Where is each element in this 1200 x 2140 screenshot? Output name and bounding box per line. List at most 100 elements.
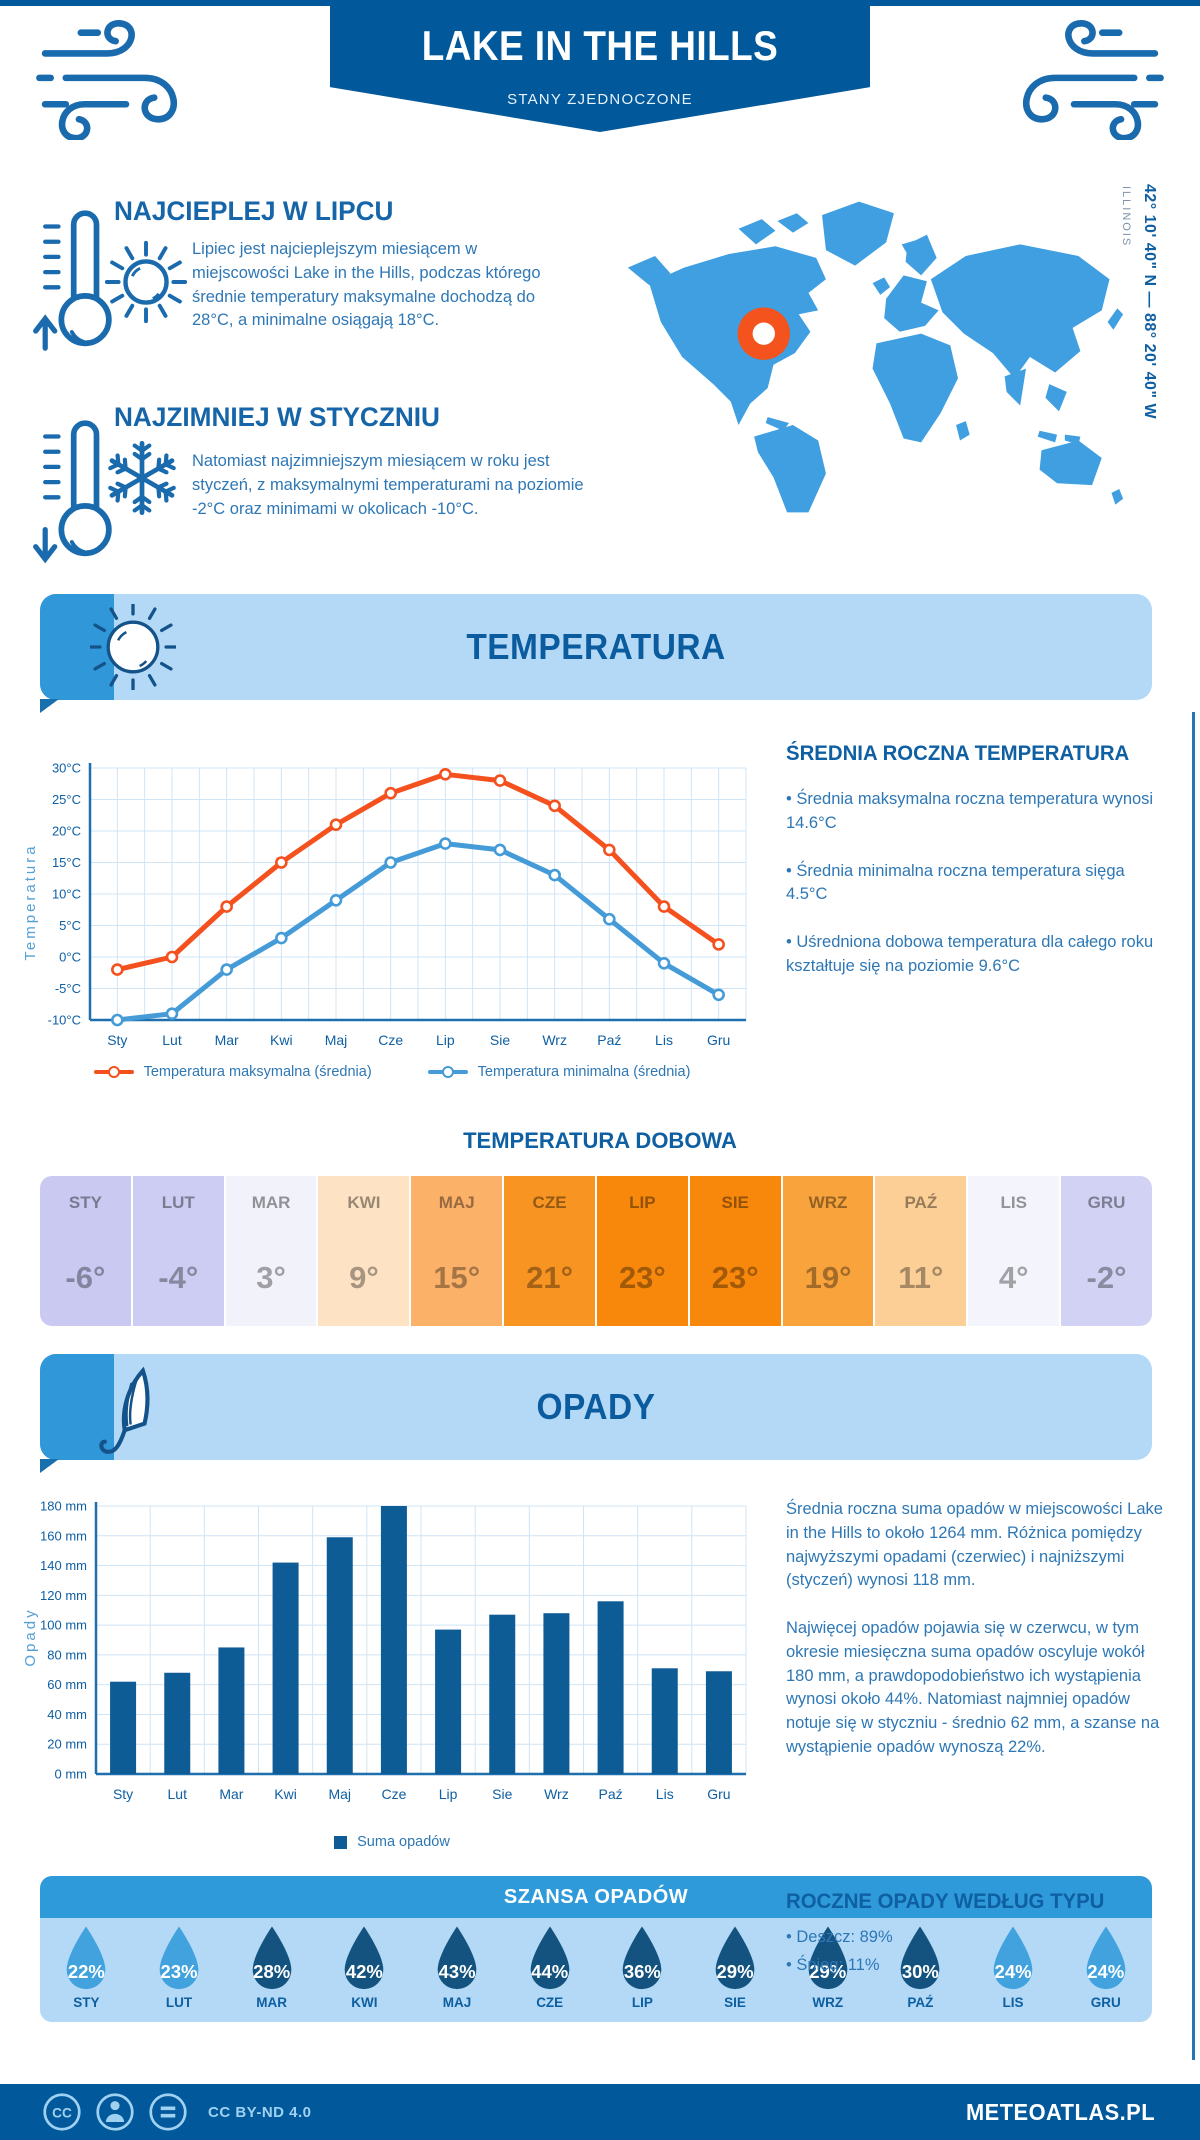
month-label: WRZ (782, 1176, 874, 1230)
cc-icons: CC (42, 2092, 188, 2132)
temperature-section-header: TEMPERATURA (40, 594, 1152, 700)
svg-text:Wrz: Wrz (544, 1786, 569, 1802)
daily-temp-cell: LIP 23° (596, 1176, 688, 1326)
precip-chance-item: 24% LIS (967, 1925, 1060, 2022)
svg-text:Lip: Lip (436, 1032, 455, 1048)
temperature-value: -2° (1086, 1260, 1127, 1295)
water-drop-icon: 24% (1077, 1925, 1135, 1993)
svg-text:Wrz: Wrz (542, 1032, 567, 1048)
precipitation-text-panel: Średnia roczna suma opadów w miejscowośc… (786, 1498, 1168, 1784)
annual-temperature-panel: ŚREDNIA ROCZNA TEMPERATURA • Średnia mak… (786, 742, 1168, 1003)
chance-percentage: 44% (531, 1961, 569, 1982)
site-name: METEOATLAS.PL (965, 2098, 1156, 2125)
chance-percentage: 23% (160, 1961, 198, 1982)
section-title: TEMPERATURA (466, 626, 726, 667)
svg-text:Mar: Mar (215, 1032, 239, 1048)
svg-text:180 mm: 180 mm (40, 1499, 87, 1514)
header-tab (40, 594, 114, 700)
sun-icon (102, 238, 190, 326)
coldest-text: Natomiast najzimniejszym miesiącem w rok… (192, 452, 584, 518)
temperature-value: 23° (618, 1260, 666, 1295)
svg-text:Lip: Lip (439, 1786, 458, 1802)
water-drop-icon: 28% (243, 1925, 301, 1993)
snowflake-icon (100, 436, 184, 520)
daily-temp-cell: PAŹ 11° (875, 1176, 967, 1326)
precip-chance-item: 22% STY (40, 1925, 133, 2022)
min-series-marker (427, 1066, 468, 1078)
month-label: LUT (132, 1176, 224, 1230)
precip-type-bullet: • Śnieg: 11% (786, 1955, 880, 1974)
precip-chance-block: SZANSA OPADÓW 22% STY 23% LUT 28% MAR 42% KWI 43… (40, 1876, 1152, 2022)
svg-text:40 mm: 40 mm (47, 1707, 87, 1722)
daily-temperature-title: TEMPERATURA DOBOWA (463, 1128, 737, 1153)
precipitation-chart-legend: Suma opadów (24, 1834, 760, 1850)
daily-temp-cell: GRU -2° (1061, 1176, 1152, 1326)
month-label: GRU (1061, 1176, 1152, 1230)
month-label: MAR (256, 1995, 288, 2010)
daily-temp-cell: CZE 21° (504, 1176, 595, 1326)
svg-text:10°C: 10°C (52, 887, 81, 902)
precipitation-chart: 0 mm 20 mm 40 mm 60 mm 80 mm 100 mm 120 mm 140 … (40, 1499, 747, 1802)
legend-item-sum: Suma opadów (334, 1834, 450, 1850)
chance-percentage: 42% (345, 1961, 383, 1982)
svg-text:20 mm: 20 mm (47, 1737, 87, 1752)
page-title: LAKE IN THE HILLS (421, 22, 779, 69)
temperature-value: 9° (349, 1260, 379, 1295)
svg-text:Paź: Paź (597, 1032, 621, 1048)
cc-nd-equals-icon (149, 2093, 187, 2131)
coldest-title: NAJZIMNIEJ W STYCZNIU (114, 402, 440, 432)
svg-text:100 mm: 100 mm (40, 1618, 87, 1633)
temperature-value: 15° (433, 1260, 481, 1295)
sun-icon (87, 601, 179, 693)
legend-item-max: Temperatura maksymalna (średnia) (93, 1064, 372, 1080)
panel-title: ROCZNE OPADY WEDŁUG TYPU (786, 1890, 1105, 1913)
month-label: SIE (724, 1995, 746, 2010)
water-drop-icon: 36% (613, 1925, 671, 1993)
legend-label: Suma opadów (357, 1834, 450, 1850)
water-drop-icon: 44% (521, 1925, 579, 1993)
svg-text:Paź: Paź (599, 1786, 623, 1802)
daily-temp-cell: STY -6° (40, 1176, 131, 1326)
svg-text:Cze: Cze (381, 1786, 406, 1802)
legend-item-min: Temperatura minimalna (średnia) (427, 1064, 690, 1080)
svg-text:120 mm: 120 mm (40, 1588, 87, 1603)
precip-chance-item: 28% MAR (225, 1925, 318, 2022)
warmest-text: Lipiec jest najcieplejszym miesiącem w m… (192, 240, 541, 330)
svg-text:0°C: 0°C (59, 950, 81, 965)
month-label: KWI (318, 1176, 410, 1230)
precip-chance-drops: 22% STY 23% LUT 28% MAR 42% KWI 43% MAJ 44% CZE 36% L… (40, 1918, 1152, 2022)
chance-percentage: 29% (809, 1961, 847, 1982)
annual-temp-bullet: • Średnia minimalna roczna temperatura s… (786, 861, 1125, 904)
svg-text:Gru: Gru (707, 1032, 730, 1048)
temperature-value: -6° (65, 1260, 106, 1295)
precipitation-paragraph: Średnia roczna suma opadów w miejscowośc… (786, 1500, 1163, 1590)
month-label: LIP (596, 1176, 688, 1230)
annual-temp-bullet: • Uśredniona dobowa temperatura dla całe… (786, 933, 1154, 975)
wind-icon (28, 12, 224, 142)
month-label: STY (73, 1995, 100, 2010)
svg-text:0 mm: 0 mm (55, 1767, 88, 1782)
month-label: LIS (968, 1176, 1060, 1230)
daily-temp-cell: LUT -4° (132, 1176, 224, 1326)
chance-percentage: 28% (253, 1961, 291, 1982)
legend-label: Temperatura maksymalna (średnia) (143, 1064, 372, 1080)
month-label: SIE (689, 1176, 781, 1230)
max-series-marker (93, 1066, 134, 1078)
temperature-value: 19° (804, 1260, 852, 1295)
chance-percentage: 24% (994, 1961, 1032, 1982)
cc-icon: CC (43, 2093, 81, 2131)
svg-text:Sty: Sty (113, 1786, 133, 1802)
month-label: MAJ (442, 1995, 472, 2010)
temperature-value: 3° (256, 1260, 286, 1295)
bar-series-marker (334, 1835, 348, 1849)
daily-temp-cell: KWI 9° (318, 1176, 410, 1326)
chance-percentage: 30% (901, 1961, 939, 1982)
svg-text:160 mm: 160 mm (40, 1528, 87, 1543)
month-label: LIP (631, 1995, 653, 2010)
svg-text:20°C: 20°C (52, 824, 81, 839)
precip-chance-item: 30% PAŹ (874, 1925, 967, 2022)
daily-temp-cell: SIE 23° (689, 1176, 781, 1326)
precip-chance-item: 29% SIE (689, 1925, 782, 2022)
water-drop-icon: 24% (984, 1925, 1042, 1993)
svg-text:Lis: Lis (656, 1786, 674, 1802)
